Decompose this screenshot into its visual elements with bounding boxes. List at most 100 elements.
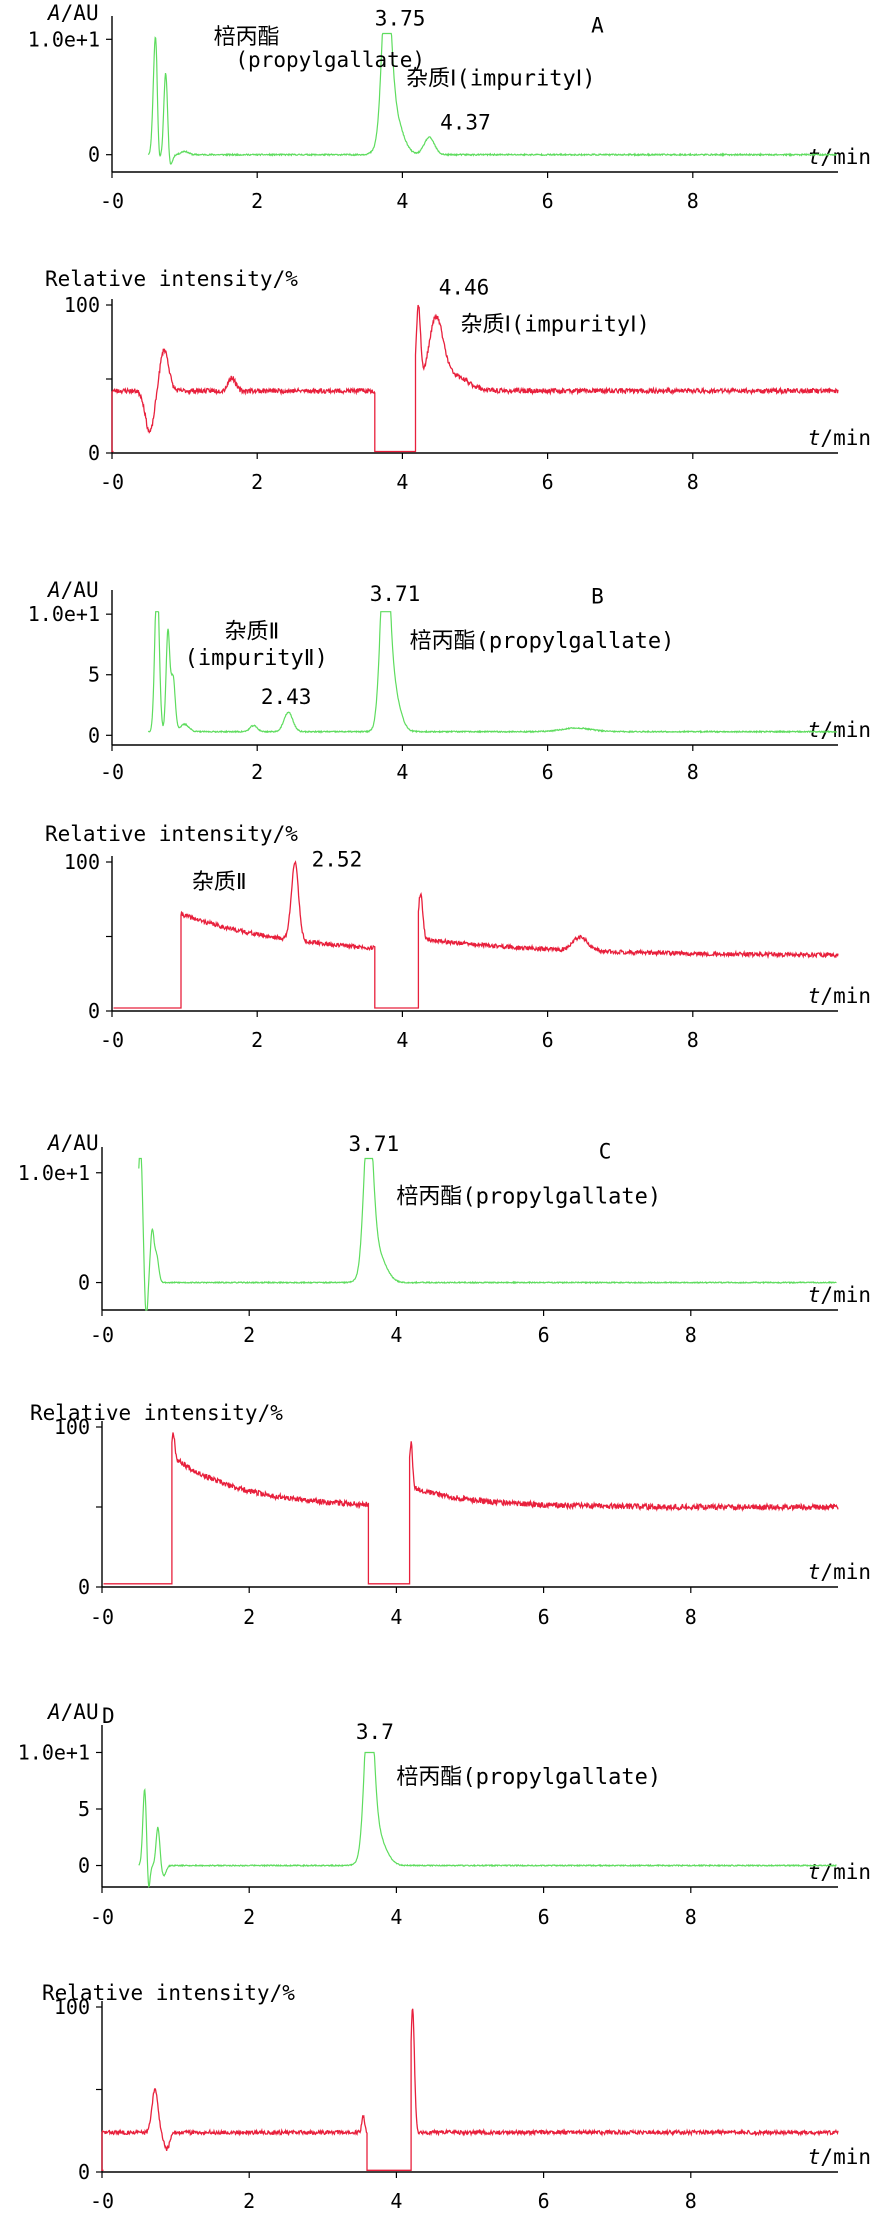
series-trace: [138, 1157, 837, 1311]
x-tick-label: 2: [243, 1323, 255, 1347]
annotation-label: 棓丙酯(propylgallate): [410, 629, 675, 654]
annotation-label: 2.52: [312, 847, 363, 871]
annotation-label: (propylgallate): [235, 48, 425, 72]
annotation-label: 杂质Ⅰ(impurityⅠ): [406, 66, 595, 91]
x-tick-label: -0: [90, 1323, 114, 1347]
annotation-label: 棓丙酯: [214, 25, 280, 50]
y-tick-label: 100: [54, 1995, 90, 2019]
x-tick-label: 6: [542, 760, 554, 784]
annotation-label: D: [102, 1704, 115, 1728]
annotation-label: 3.7: [356, 1720, 394, 1744]
y-tick-label: 0: [88, 143, 100, 167]
x-tick-label: -0: [100, 189, 124, 213]
annotation-label: (impurityⅡ): [185, 646, 328, 671]
x-tick-label: -0: [90, 2189, 114, 2213]
x-tick-label: 2: [243, 1905, 255, 1929]
annotation-label: 4.46: [439, 276, 490, 300]
y-tick-label: 1.0e+1: [28, 602, 100, 626]
annotation-label: 3.75: [375, 6, 426, 30]
chart-panel-B-ms: -0 2 4 6 8 0 100 Relative intensity/% t/min 2.52 杂…: [45, 822, 871, 1052]
x-tick-label: 8: [687, 760, 699, 784]
y-axis-label: Relative intensity/%: [30, 1401, 283, 1425]
x-tick-label: 8: [687, 470, 699, 494]
series-trace: [113, 860, 839, 1009]
x-tick-label: 6: [538, 2189, 550, 2213]
annotation-label: B: [591, 584, 604, 608]
y-tick-label: 5: [78, 1797, 90, 1821]
x-axis-label: t/min: [808, 1560, 871, 1584]
x-tick-label: 4: [396, 189, 408, 213]
annotation-label: 棓丙酯(propylgallate): [396, 1185, 661, 1210]
x-tick-label: 6: [538, 1605, 550, 1629]
y-axis-label: A/AU: [46, 578, 99, 602]
x-tick-label: 2: [243, 2189, 255, 2213]
x-tick-label: 8: [687, 1028, 699, 1052]
y-axis-label: A/AU: [46, 1700, 99, 1724]
annotation-label: C: [599, 1139, 612, 1163]
x-axis-label: t/min: [808, 2145, 871, 2169]
y-tick-label: 1.0e+1: [18, 1740, 90, 1764]
chart-panel-A-uv: -0 2 4 6 8 0 1.0e+1A/AU t/min 3.75 4.37 杂质Ⅰ(impuri…: [28, 1, 871, 213]
y-tick-label: 0: [88, 999, 100, 1023]
series-trace: [103, 1432, 839, 1585]
x-tick-label: -0: [90, 1605, 114, 1629]
series-trace: [111, 304, 839, 453]
x-tick-label: 2: [251, 189, 263, 213]
x-tick-label: 4: [396, 760, 408, 784]
y-tick-label: 0: [88, 441, 100, 465]
x-tick-label: 4: [396, 470, 408, 494]
y-tick-label: 5: [88, 663, 100, 687]
annotation-label: 棓丙酯(propylgallate): [396, 1765, 661, 1790]
y-axis-label: Relative intensity/%: [42, 1981, 295, 2005]
x-tick-label: 8: [685, 1323, 697, 1347]
annotation-label: 3.71: [370, 582, 421, 606]
annotation-label: 杂质Ⅰ(impurityⅠ): [460, 313, 649, 338]
x-tick-label: 6: [542, 189, 554, 213]
x-tick-label: 4: [390, 1605, 402, 1629]
x-tick-label: 2: [251, 760, 263, 784]
annotation-label: A: [591, 13, 604, 37]
x-axis-label: t/min: [808, 984, 871, 1008]
annotation-label: 杂质Ⅱ: [192, 870, 247, 895]
x-axis-label: t/min: [808, 426, 871, 450]
y-axis-label: Relative intensity/%: [45, 822, 298, 846]
annotation-label: 4.37: [440, 110, 491, 134]
series-trace: [147, 32, 838, 165]
x-axis-label: t/min: [808, 145, 871, 169]
x-axis-label: t/min: [808, 1860, 871, 1884]
y-tick-label: 100: [54, 1415, 90, 1439]
y-tick-label: 0: [78, 1575, 90, 1599]
y-tick-label: 0: [78, 2160, 90, 2184]
x-tick-label: -0: [100, 470, 124, 494]
y-tick-label: 1.0e+1: [28, 27, 100, 51]
y-tick-label: 0: [78, 1854, 90, 1878]
annotation-label: 杂质Ⅱ: [225, 619, 280, 644]
x-tick-label: 4: [390, 2189, 402, 2213]
x-tick-label: 8: [687, 189, 699, 213]
x-tick-label: 6: [538, 1323, 550, 1347]
x-tick-label: 2: [251, 470, 263, 494]
y-tick-label: 100: [64, 293, 100, 317]
x-axis-label: t/min: [808, 1283, 871, 1307]
y-tick-label: 0: [88, 723, 100, 747]
x-tick-label: 6: [542, 470, 554, 494]
series-trace: [101, 2008, 839, 2171]
x-axis-label: t/min: [808, 718, 871, 742]
x-tick-label: 8: [685, 2189, 697, 2213]
x-tick-label: 2: [243, 1605, 255, 1629]
x-tick-label: -0: [100, 760, 124, 784]
series-trace: [138, 1751, 837, 1888]
annotation-label: 3.71: [349, 1132, 400, 1156]
chart-panel-D-uv: -0 2 4 6 8 0 5 1.0e+1 A/AU t/min 3.7棓丙酯(propylgall…: [18, 1700, 871, 1929]
y-axis-label: Relative intensity/%: [45, 267, 298, 291]
x-tick-label: 8: [685, 1905, 697, 1929]
x-tick-label: -0: [90, 1905, 114, 1929]
chart-panel-B-uv: -0 2 4 6 8 0 5 1.0e+1A/AU t/min 3.71 2.43 杂质Ⅱ(impur…: [28, 578, 871, 784]
y-tick-label: 1.0e+1: [18, 1161, 90, 1185]
y-axis-label: A/AU: [46, 1, 99, 25]
x-tick-label: 4: [390, 1323, 402, 1347]
x-tick-label: 4: [396, 1028, 408, 1052]
